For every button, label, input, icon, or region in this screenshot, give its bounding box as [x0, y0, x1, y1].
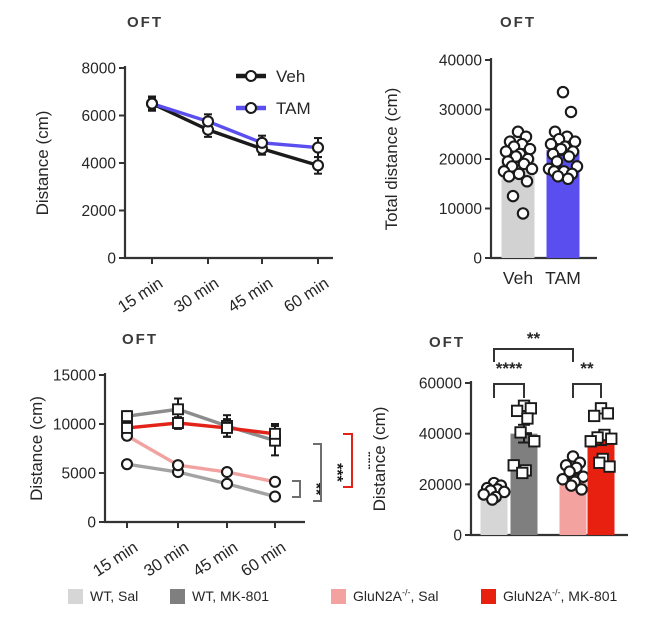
- line-chart-tl: 0 2000 4000 6000 8000 Distance (cm) 15 min 30 m…: [33, 61, 333, 316]
- svg-text:15 min: 15 min: [115, 274, 166, 316]
- svg-text:****: ****: [496, 359, 523, 378]
- svg-text:Total distance (cm): Total distance (cm): [382, 88, 401, 231]
- legend-swatch: [331, 588, 346, 604]
- legend-item-glun2a-sal: GluN2A-/-, Sal: [331, 588, 439, 604]
- svg-text:0: 0: [107, 251, 116, 268]
- svg-text:0: 0: [87, 515, 96, 532]
- svg-text:60 min: 60 min: [238, 538, 289, 580]
- svg-text:***: ***: [359, 451, 370, 470]
- legend-item-wt-mk801: WT, MK-801: [170, 588, 269, 604]
- legend-swatch: [170, 588, 185, 604]
- svg-text:Veh: Veh: [276, 67, 305, 86]
- svg-text:Distance (cm): Distance (cm): [27, 396, 46, 501]
- legend-label: GluN2A-/-, MK-801: [503, 587, 618, 604]
- svg-text:6000: 6000: [82, 108, 117, 125]
- legend-label: WT, MK-801: [192, 588, 270, 604]
- svg-text:10000: 10000: [439, 201, 482, 218]
- svg-text:10000: 10000: [53, 417, 96, 434]
- panel-line-chart-four-groups: 0 5000 10000 15000 Distance (cm) 15 min 30 min…: [0, 320, 370, 590]
- svg-text:45 min: 45 min: [190, 538, 241, 580]
- svg-text:60000: 60000: [419, 376, 462, 393]
- chart-title-oft-bottom-left: OFT: [122, 331, 158, 348]
- legend-item-glun2a-mk801: GluN2A-/-, MK-801: [481, 588, 617, 604]
- svg-text:45 min: 45 min: [225, 274, 276, 316]
- svg-text:**: **: [307, 483, 324, 496]
- svg-text:**: **: [527, 329, 541, 348]
- svg-text:20000: 20000: [419, 477, 462, 494]
- panel-bar-chart-four-groups: 0 20000 40000 60000 Distance (cm) **** ** **: [370, 320, 650, 590]
- svg-text:Distance (cm): Distance (cm): [370, 407, 389, 512]
- svg-text:15 min: 15 min: [90, 538, 141, 580]
- svg-text:5000: 5000: [62, 466, 97, 483]
- svg-text:TAM: TAM: [276, 99, 311, 118]
- svg-text:0: 0: [453, 528, 462, 545]
- panel-bar-chart-total-distance: 0 10000 20000 30000 40000 Total distance (cm)…: [335, 0, 650, 320]
- svg-text:TAM: TAM: [545, 268, 581, 288]
- figure-legend: WT, Sal WT, MK-801 GluN2A-/-, Sal GluN2A…: [0, 588, 650, 616]
- chart-title-oft-top-right: OFT: [500, 14, 536, 31]
- line-chart-bl: 0 5000 10000 15000 Distance (cm) 15 min 30 min…: [27, 368, 370, 581]
- svg-text:30 min: 30 min: [171, 274, 222, 316]
- chart-title-oft-bottom-right: OFT: [429, 334, 465, 351]
- legend-item-wt-sal: WT, Sal: [68, 588, 138, 604]
- svg-text:**: **: [580, 359, 594, 378]
- svg-text:40000: 40000: [419, 426, 462, 443]
- svg-text:Veh: Veh: [503, 268, 533, 288]
- svg-text:Distance (cm): Distance (cm): [33, 111, 52, 216]
- legend-swatch: [481, 588, 496, 604]
- legend-label: WT, Sal: [90, 588, 139, 604]
- svg-text:40000: 40000: [439, 53, 482, 70]
- svg-text:4000: 4000: [82, 156, 117, 173]
- svg-text:15000: 15000: [53, 368, 96, 385]
- panel-line-chart-veh-tam: 0 2000 4000 6000 8000 Distance (cm) 15 min 30 m…: [0, 0, 335, 320]
- legend-label: GluN2A-/-, Sal: [353, 587, 439, 604]
- svg-text:0: 0: [473, 251, 482, 268]
- svg-text:8000: 8000: [82, 61, 117, 78]
- svg-text:20000: 20000: [439, 152, 482, 169]
- legend-swatch: [68, 588, 83, 604]
- svg-text:30000: 30000: [439, 102, 482, 119]
- svg-text:2000: 2000: [82, 203, 117, 220]
- svg-text:***: ***: [328, 463, 345, 482]
- bar-chart-tr: 0 10000 20000 30000 40000 Total distance (cm)…: [382, 53, 597, 288]
- svg-text:60 min: 60 min: [281, 274, 332, 316]
- chart-title-oft-top-left: OFT: [127, 14, 163, 31]
- svg-text:30 min: 30 min: [141, 538, 192, 580]
